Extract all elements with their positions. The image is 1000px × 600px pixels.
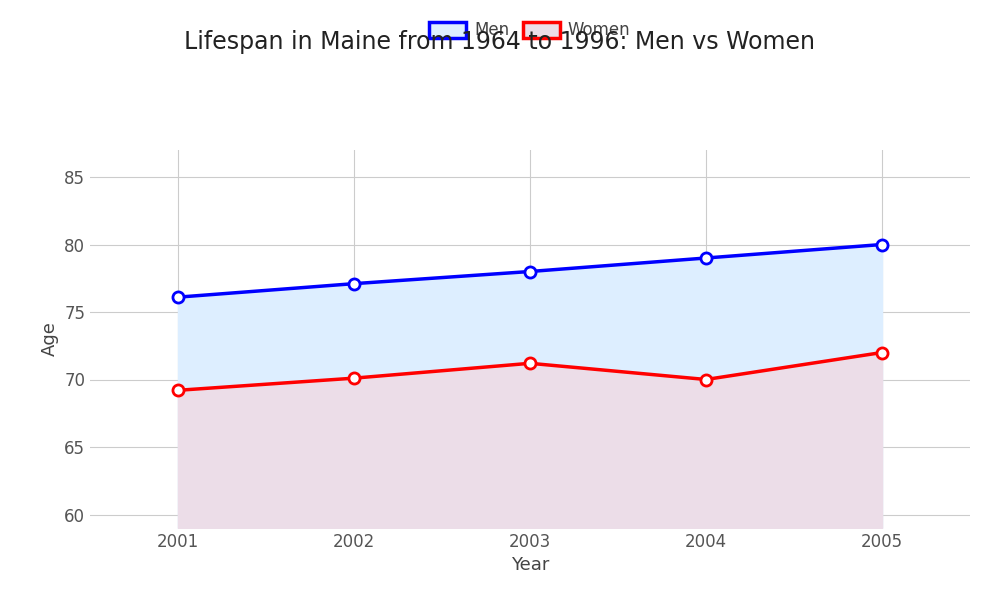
- Y-axis label: Age: Age: [41, 322, 59, 356]
- Text: Lifespan in Maine from 1964 to 1996: Men vs Women: Lifespan in Maine from 1964 to 1996: Men…: [184, 30, 816, 54]
- Legend: Men, Women: Men, Women: [423, 14, 637, 46]
- X-axis label: Year: Year: [511, 556, 549, 574]
